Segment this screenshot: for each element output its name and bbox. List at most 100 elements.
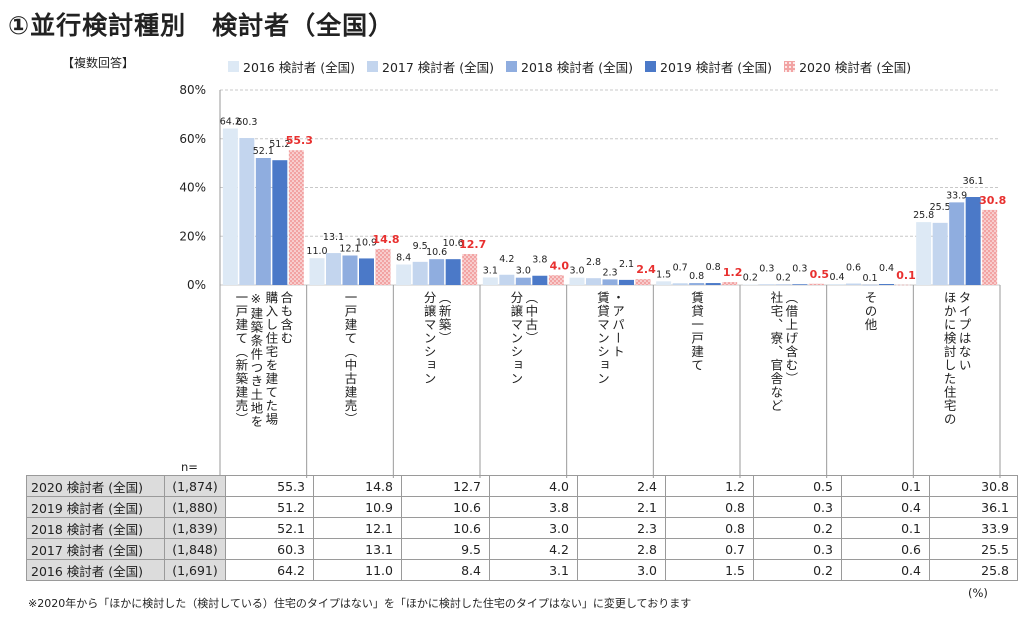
data-label: 1.2 bbox=[723, 266, 743, 279]
data-label: 2.4 bbox=[636, 263, 656, 276]
table-cell: 3.1 bbox=[489, 559, 578, 581]
data-label: 4.2 bbox=[499, 254, 514, 265]
bar-4-2 bbox=[359, 258, 374, 285]
data-label: 0.4 bbox=[829, 272, 844, 283]
row-n: (1,691) bbox=[164, 559, 226, 581]
row-n: (1,848) bbox=[164, 538, 226, 560]
data-label: 0.1 bbox=[896, 269, 916, 282]
data-label: 25.8 bbox=[913, 210, 934, 221]
bar-3-2 bbox=[342, 255, 358, 285]
bar-5-1 bbox=[288, 150, 304, 285]
data-label: 0.5 bbox=[810, 268, 830, 281]
data-label: 0.3 bbox=[792, 263, 807, 274]
table-cell: 0.6 bbox=[841, 538, 930, 560]
bar-chart: 0% 20% 40% 60% 80% 64.2 11.0 8.4 3.1 3.0 1.5 0.2 0.4… bbox=[179, 83, 1006, 478]
data-label: 12.1 bbox=[339, 244, 360, 255]
category-label: ・アパート 賃貸マンション bbox=[567, 285, 654, 475]
category-label: 合も含む 購入し住宅を建てた場 ※建築条件つき土地を 一戸建て（新築建売） bbox=[220, 285, 307, 475]
footnote: ※2020年から「ほかに検討した（検討している）住宅のタイプはない」を「ほかに検… bbox=[28, 597, 692, 610]
table-cell: 0.2 bbox=[753, 517, 842, 539]
table-cell: 30.8 bbox=[929, 475, 1018, 497]
row-n: (1,839) bbox=[164, 517, 226, 539]
bar-3-6 bbox=[689, 283, 705, 285]
legend-swatch bbox=[645, 61, 657, 72]
data-label: 3.0 bbox=[516, 266, 531, 277]
category-label-text: 一戸建て（中古建売） bbox=[342, 291, 358, 426]
table-cell: 0.4 bbox=[841, 496, 930, 518]
category-label: 賃貸一戸建て bbox=[653, 285, 740, 475]
table-cell: 25.5 bbox=[929, 538, 1018, 560]
bar-2-2 bbox=[326, 253, 341, 285]
table-cell: 10.6 bbox=[401, 496, 490, 518]
data-label: 0.6 bbox=[846, 263, 861, 274]
table-cell: 0.3 bbox=[753, 538, 842, 560]
data-label: 3.1 bbox=[483, 265, 498, 276]
table-cell: 0.1 bbox=[841, 517, 930, 539]
multi-answer-label: 【複数回答】 bbox=[62, 56, 135, 70]
bar-5-6 bbox=[722, 282, 738, 285]
table-cell: 0.5 bbox=[753, 475, 842, 497]
bar-5-2 bbox=[375, 248, 391, 285]
y-tick-label: 60% bbox=[179, 132, 206, 146]
bar-4-8 bbox=[879, 284, 894, 285]
table-cell: 1.5 bbox=[665, 559, 754, 581]
legend-label: 2019 検討者 (全国) bbox=[660, 60, 773, 75]
table-cell: 2.8 bbox=[577, 538, 666, 560]
table-cell: 12.7 bbox=[401, 475, 490, 497]
bar-3-3 bbox=[429, 259, 445, 285]
data-table: 2020 検討者 (全国) (1,874) 55.3 14.8 12.7 4.0 2.4 1.… bbox=[26, 475, 1018, 581]
legend-label: 2017 検討者 (全国) bbox=[382, 60, 495, 75]
row-n: (1,880) bbox=[164, 496, 226, 518]
table-cell: 0.3 bbox=[753, 496, 842, 518]
table-cell: 11.0 bbox=[313, 559, 402, 581]
bar-5-5 bbox=[635, 279, 651, 285]
y-tick-label: 0% bbox=[187, 278, 206, 292]
table-cell: 25.8 bbox=[929, 559, 1018, 581]
table-cell: 0.4 bbox=[841, 559, 930, 581]
data-label: 0.2 bbox=[776, 273, 791, 284]
table-cell: 1.2 bbox=[665, 475, 754, 497]
data-label: 10.9 bbox=[356, 237, 377, 248]
bar-4-5 bbox=[619, 279, 634, 285]
data-label: 0.7 bbox=[673, 262, 688, 273]
bar-2-5 bbox=[586, 278, 601, 285]
data-label: 4.0 bbox=[550, 259, 570, 272]
legend-label: 2016 検討者 (全国) bbox=[243, 60, 356, 75]
bar-5-4 bbox=[548, 275, 564, 285]
table-row: 2018 検討者 (全国) (1,839) 52.1 12.1 10.6 3.0 2.3 0.… bbox=[26, 517, 1018, 539]
category-label: その他 bbox=[827, 285, 914, 475]
table-cell: 4.0 bbox=[489, 475, 578, 497]
row-label: 2017 検討者 (全国) bbox=[26, 538, 165, 560]
bar-2-8 bbox=[846, 283, 861, 285]
bar-1-7 bbox=[742, 284, 758, 286]
data-label: 3.8 bbox=[532, 255, 547, 266]
data-label: 52.1 bbox=[253, 146, 274, 157]
table-cell: 0.8 bbox=[665, 496, 754, 518]
data-label: 0.3 bbox=[759, 263, 774, 274]
data-label: 12.7 bbox=[459, 238, 486, 251]
table-cell: 55.3 bbox=[225, 475, 314, 497]
data-label: 64.2 bbox=[220, 117, 241, 128]
table-cell: 52.1 bbox=[225, 517, 314, 539]
category-label-text: （借上げ含む） 社宅、寮、官舎など bbox=[768, 291, 799, 413]
data-label: 11.0 bbox=[306, 246, 327, 257]
category-label-text: その他 bbox=[862, 291, 878, 332]
bar-1-9 bbox=[916, 222, 932, 285]
legend-item: 2018 検討者 (全国) bbox=[506, 57, 633, 76]
bar-1-4 bbox=[482, 277, 498, 285]
data-label: 33.9 bbox=[946, 190, 967, 201]
data-label: 0.2 bbox=[743, 273, 758, 284]
row-label: 2020 検討者 (全国) bbox=[26, 475, 165, 497]
bar-4-4 bbox=[532, 275, 548, 285]
legend-swatch bbox=[228, 61, 239, 72]
legend-swatch bbox=[784, 61, 796, 72]
bar-2-9 bbox=[932, 222, 948, 285]
bar-1-5 bbox=[569, 277, 585, 285]
n-label: n= bbox=[181, 460, 198, 474]
bar-1-1 bbox=[222, 128, 238, 285]
chart-legend: 2016 検討者 (全国) 2017 検討者 (全国) 2018 検討者 (全国) 2… bbox=[228, 57, 911, 76]
category-label: タイプはない ほかに検討した住宅の bbox=[913, 285, 1000, 475]
bar-2-3 bbox=[412, 261, 428, 285]
data-label: 13.1 bbox=[323, 232, 344, 243]
bar-2-4 bbox=[499, 274, 515, 285]
